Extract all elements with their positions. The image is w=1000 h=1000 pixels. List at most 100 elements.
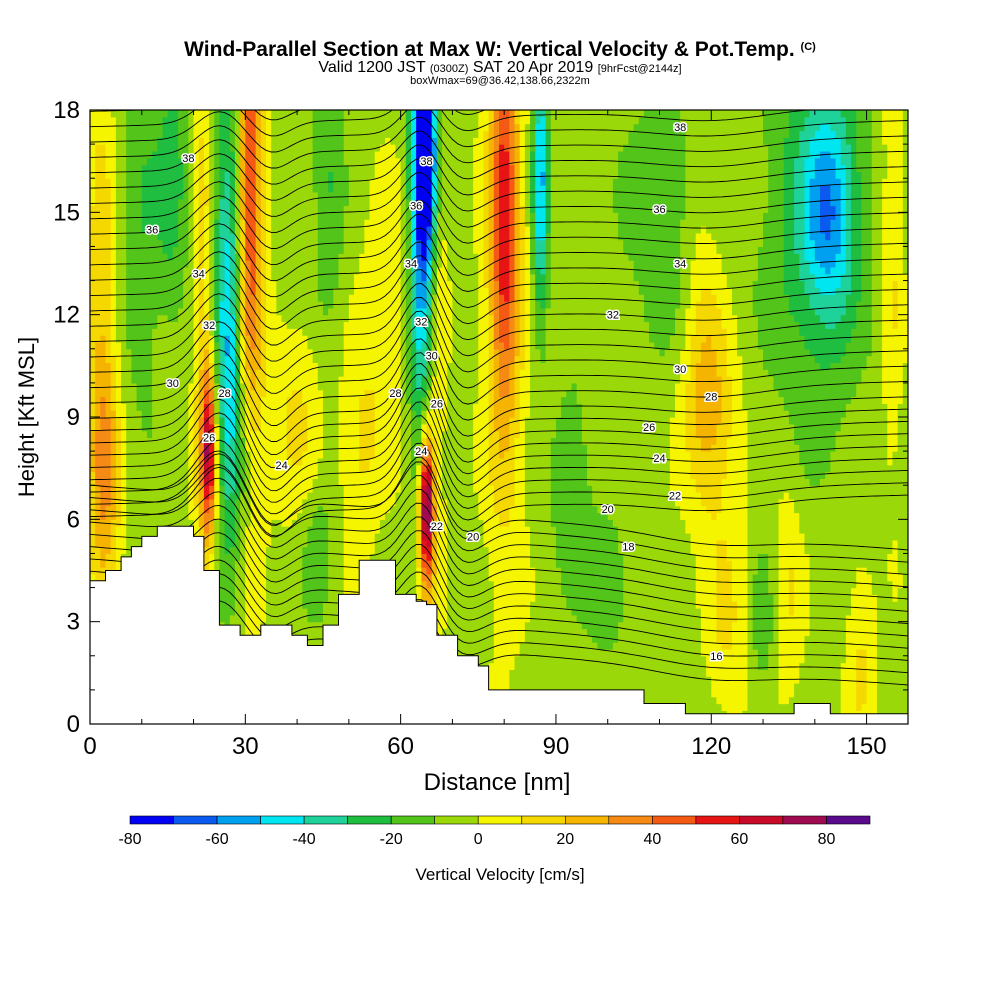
velocity-cell xyxy=(141,396,148,404)
velocity-cell xyxy=(364,225,371,234)
velocity-cell xyxy=(131,403,138,411)
velocity-cell xyxy=(219,110,226,118)
velocity-cell xyxy=(245,526,252,534)
velocity-cell xyxy=(240,348,246,357)
velocity-cell xyxy=(364,137,371,145)
velocity-cell xyxy=(286,355,293,364)
velocity-cell xyxy=(172,348,179,357)
velocity-cell xyxy=(286,492,293,500)
velocity-cell xyxy=(152,137,158,145)
velocity-cell xyxy=(167,457,174,466)
velocity-cell xyxy=(359,198,365,207)
velocity-cell xyxy=(183,485,189,493)
velocity-cell xyxy=(214,560,221,568)
velocity-cell xyxy=(297,464,303,473)
velocity-cell xyxy=(369,294,376,302)
velocity-cell xyxy=(338,444,345,452)
velocity-cell xyxy=(100,205,107,213)
velocity-cell xyxy=(317,260,324,268)
velocity-cell xyxy=(162,171,169,179)
velocity-cell xyxy=(167,519,174,527)
velocity-cell xyxy=(240,116,246,125)
velocity-cell xyxy=(281,157,288,166)
velocity-cell xyxy=(250,253,257,261)
velocity-cell xyxy=(291,341,298,350)
velocity-cell xyxy=(250,198,257,207)
velocity-cell xyxy=(229,294,236,302)
velocity-cell xyxy=(297,389,303,398)
velocity-cell xyxy=(291,403,298,411)
velocity-cell xyxy=(354,512,360,520)
velocity-cell xyxy=(209,157,215,166)
velocity-cell xyxy=(224,239,231,248)
velocity-cell xyxy=(364,478,371,486)
velocity-cell xyxy=(245,355,252,364)
velocity-cell xyxy=(234,335,241,343)
velocity-cell xyxy=(110,110,117,118)
velocity-cell xyxy=(343,144,350,152)
velocity-cell xyxy=(297,171,303,179)
velocity-cell xyxy=(276,417,283,425)
velocity-cell xyxy=(328,553,334,561)
velocity-cell xyxy=(110,403,117,411)
velocity-cell xyxy=(162,150,169,159)
velocity-cell xyxy=(260,280,267,288)
velocity-cell xyxy=(229,321,236,329)
velocity-cell xyxy=(95,348,101,357)
velocity-cell xyxy=(110,239,117,248)
velocity-cell xyxy=(90,430,96,439)
velocity-cell xyxy=(286,567,293,575)
velocity-cell xyxy=(328,560,334,568)
velocity-cell xyxy=(146,369,153,377)
velocity-cell xyxy=(183,123,189,132)
velocity-cell xyxy=(234,341,241,350)
velocity-cell xyxy=(121,471,127,479)
velocity-cell xyxy=(291,546,298,555)
velocity-cell xyxy=(291,485,298,493)
velocity-cell xyxy=(322,205,329,213)
velocity-cell xyxy=(193,389,200,398)
velocity-cell xyxy=(234,423,241,432)
velocity-cell xyxy=(209,266,215,275)
velocity-cell xyxy=(100,185,107,193)
velocity-cell xyxy=(343,178,350,186)
velocity-cell xyxy=(302,587,309,595)
velocity-cell xyxy=(172,212,179,220)
velocity-cell xyxy=(224,437,231,445)
velocity-cell xyxy=(100,239,107,248)
velocity-cell xyxy=(131,471,138,479)
velocity-cell xyxy=(136,335,143,343)
velocity-cell xyxy=(297,485,303,493)
velocity-cell xyxy=(369,232,376,241)
velocity-cell xyxy=(152,178,158,186)
velocity-cell xyxy=(105,137,112,145)
velocity-cell xyxy=(281,164,288,172)
velocity-cell xyxy=(219,573,226,582)
velocity-cell xyxy=(162,266,169,275)
velocity-cell xyxy=(126,157,133,166)
velocity-cell xyxy=(146,451,153,459)
velocity-cell xyxy=(364,287,371,295)
velocity-cell xyxy=(271,239,277,248)
velocity-cell xyxy=(95,430,101,439)
velocity-cell xyxy=(276,526,283,534)
velocity-cell xyxy=(203,253,210,261)
velocity-cell xyxy=(224,485,231,493)
velocity-cell xyxy=(198,314,205,323)
velocity-cell xyxy=(245,185,252,193)
velocity-cell xyxy=(162,219,169,227)
velocity-cell xyxy=(291,164,298,172)
velocity-cell xyxy=(214,287,221,295)
velocity-cell xyxy=(302,437,309,445)
velocity-cell xyxy=(234,280,241,288)
velocity-cell xyxy=(198,417,205,425)
velocity-cell xyxy=(121,519,127,527)
velocity-cell xyxy=(250,178,257,186)
velocity-cell xyxy=(229,150,236,159)
velocity-cell xyxy=(302,287,309,295)
velocity-cell xyxy=(297,307,303,316)
velocity-cell xyxy=(250,287,257,295)
velocity-cell xyxy=(167,423,174,432)
velocity-cell xyxy=(209,280,215,288)
velocity-cell xyxy=(214,430,221,439)
